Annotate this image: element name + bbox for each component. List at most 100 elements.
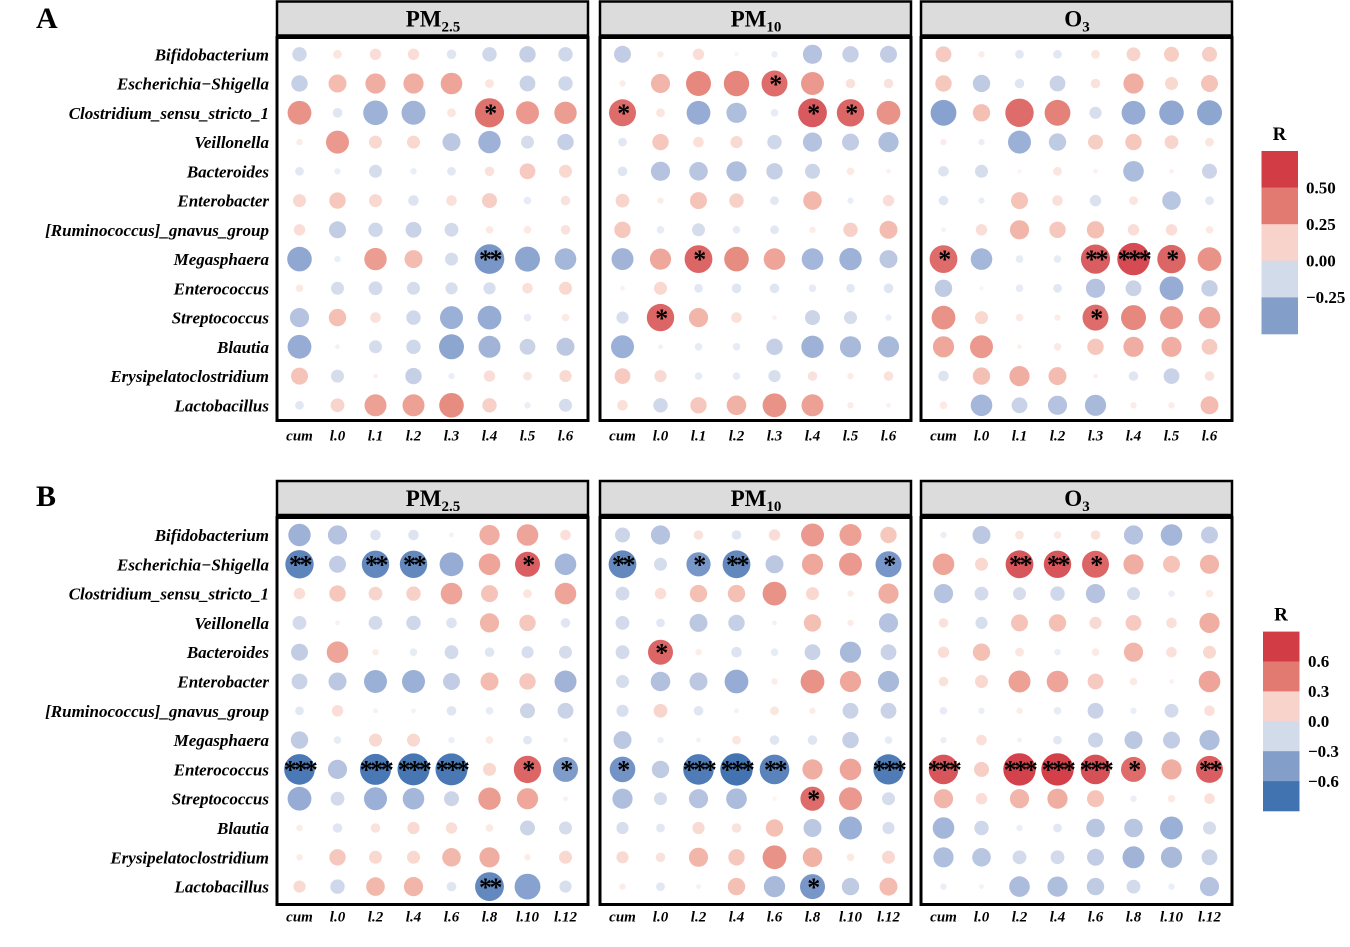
svg-text:l.10: l.10 (1160, 910, 1183, 926)
svg-text:*: * (807, 873, 819, 902)
svg-text:l.3: l.3 (1088, 429, 1104, 445)
svg-text:l.4: l.4 (1126, 429, 1142, 445)
svg-text:***: *** (928, 756, 961, 785)
svg-text:*: * (484, 99, 496, 128)
svg-text:*: * (883, 551, 895, 580)
svg-text:l.0: l.0 (653, 429, 669, 445)
svg-text:Lactobacillus: Lactobacillus (174, 396, 270, 415)
svg-text:l.0: l.0 (974, 910, 990, 926)
svg-text:***: *** (398, 756, 431, 785)
svg-text:l.10: l.10 (839, 910, 862, 926)
svg-text:**: ** (1009, 551, 1032, 580)
svg-text:**: ** (289, 551, 312, 580)
svg-text:***: *** (873, 756, 906, 785)
svg-text:Erysipelatoclostridium: Erysipelatoclostridium (109, 367, 269, 386)
svg-text:*: * (1090, 304, 1102, 333)
svg-text:***: *** (284, 756, 317, 785)
svg-text:Clostridium_sensu_stricto_1: Clostridium_sensu_stricto_1 (69, 104, 269, 123)
svg-text:**: ** (479, 873, 502, 902)
svg-text:**: ** (1085, 245, 1108, 274)
svg-text:Bifidobacterium: Bifidobacterium (154, 526, 269, 545)
svg-text:Bacteroides: Bacteroides (186, 162, 270, 181)
svg-text:***: *** (683, 756, 716, 785)
svg-text:cum: cum (930, 910, 957, 926)
svg-text:*: * (560, 756, 572, 785)
svg-text:***: *** (1042, 756, 1075, 785)
svg-text:0.25: 0.25 (1306, 215, 1336, 234)
svg-text:l.12: l.12 (1198, 910, 1221, 926)
svg-text:l.4: l.4 (1050, 910, 1066, 926)
svg-text:l.8: l.8 (805, 910, 821, 926)
svg-text:−0.3: −0.3 (1308, 742, 1339, 761)
svg-text:**: ** (1047, 551, 1070, 580)
svg-text:*: * (655, 638, 667, 667)
svg-text:l.1: l.1 (691, 429, 706, 445)
svg-text:l.4: l.4 (482, 429, 498, 445)
svg-text:**: ** (365, 551, 388, 580)
svg-text:l.5: l.5 (520, 429, 536, 445)
svg-text:**: ** (403, 551, 426, 580)
svg-text:0.6: 0.6 (1308, 652, 1329, 671)
svg-text:l.12: l.12 (554, 910, 577, 926)
svg-text:Veillonella: Veillonella (194, 614, 269, 633)
svg-text:*: * (845, 99, 857, 128)
svg-text:l.0: l.0 (330, 429, 346, 445)
svg-text:l.12: l.12 (877, 910, 900, 926)
svg-text:l.5: l.5 (843, 429, 859, 445)
svg-text:l.6: l.6 (1202, 429, 1218, 445)
svg-text:*: * (617, 756, 629, 785)
svg-text:l.3: l.3 (444, 429, 460, 445)
svg-text:l.0: l.0 (653, 910, 669, 926)
svg-text:Blautia: Blautia (216, 819, 269, 838)
svg-text:−0.25: −0.25 (1306, 288, 1345, 307)
svg-text:*: * (807, 99, 819, 128)
svg-text:*: * (769, 70, 781, 99)
svg-text:l.4: l.4 (406, 910, 422, 926)
svg-text:[Ruminococcus]_gnavus_group: [Ruminococcus]_gnavus_group (45, 221, 269, 240)
svg-text:−0.6: −0.6 (1308, 772, 1339, 791)
svg-text:Enterobacter: Enterobacter (176, 673, 269, 692)
svg-text:*: * (522, 551, 534, 580)
svg-text:Bifidobacterium: Bifidobacterium (154, 45, 269, 64)
svg-text:*: * (1166, 245, 1178, 274)
svg-text:**: ** (764, 756, 787, 785)
svg-text:***: *** (436, 756, 469, 785)
svg-text:cum: cum (609, 910, 636, 926)
svg-text:Bacteroides: Bacteroides (186, 643, 270, 662)
svg-text:***: *** (1080, 756, 1113, 785)
svg-text:cum: cum (930, 429, 957, 445)
svg-text:**: ** (479, 245, 502, 274)
svg-text:l.6: l.6 (444, 910, 460, 926)
svg-text:*: * (693, 551, 705, 580)
svg-text:cum: cum (286, 429, 313, 445)
svg-text:**: ** (726, 551, 749, 580)
svg-text:***: *** (721, 756, 754, 785)
svg-text:0.3: 0.3 (1308, 682, 1329, 701)
svg-text:l.8: l.8 (1126, 910, 1142, 926)
svg-text:l.10: l.10 (516, 910, 539, 926)
svg-text:l.6: l.6 (1088, 910, 1104, 926)
svg-text:Escherichia−Shigella: Escherichia−Shigella (116, 555, 269, 574)
svg-text:l.2: l.2 (691, 910, 707, 926)
svg-text:Streptococcus: Streptococcus (172, 309, 270, 328)
svg-text:Escherichia−Shigella: Escherichia−Shigella (116, 75, 269, 94)
svg-text:l.2: l.2 (1012, 910, 1028, 926)
svg-text:0.0: 0.0 (1308, 712, 1329, 731)
svg-text:0.50: 0.50 (1306, 179, 1336, 198)
svg-text:***: *** (1118, 245, 1151, 274)
svg-text:l.2: l.2 (368, 910, 384, 926)
svg-text:l.3: l.3 (767, 429, 783, 445)
svg-text:l.2: l.2 (729, 429, 745, 445)
svg-text:B: B (36, 480, 56, 513)
svg-text:***: *** (360, 756, 393, 785)
svg-text:cum: cum (286, 910, 313, 926)
svg-text:l.0: l.0 (974, 429, 990, 445)
svg-text:R: R (1273, 124, 1287, 145)
svg-text:Megasphaera: Megasphaera (173, 731, 270, 750)
svg-text:Clostridium_sensu_stricto_1: Clostridium_sensu_stricto_1 (69, 585, 269, 604)
svg-text:l.2: l.2 (1050, 429, 1066, 445)
svg-text:Enterobacter: Enterobacter (176, 192, 269, 211)
svg-text:l.6: l.6 (881, 429, 897, 445)
svg-text:*: * (617, 99, 629, 128)
svg-text:Megasphaera: Megasphaera (173, 250, 270, 269)
